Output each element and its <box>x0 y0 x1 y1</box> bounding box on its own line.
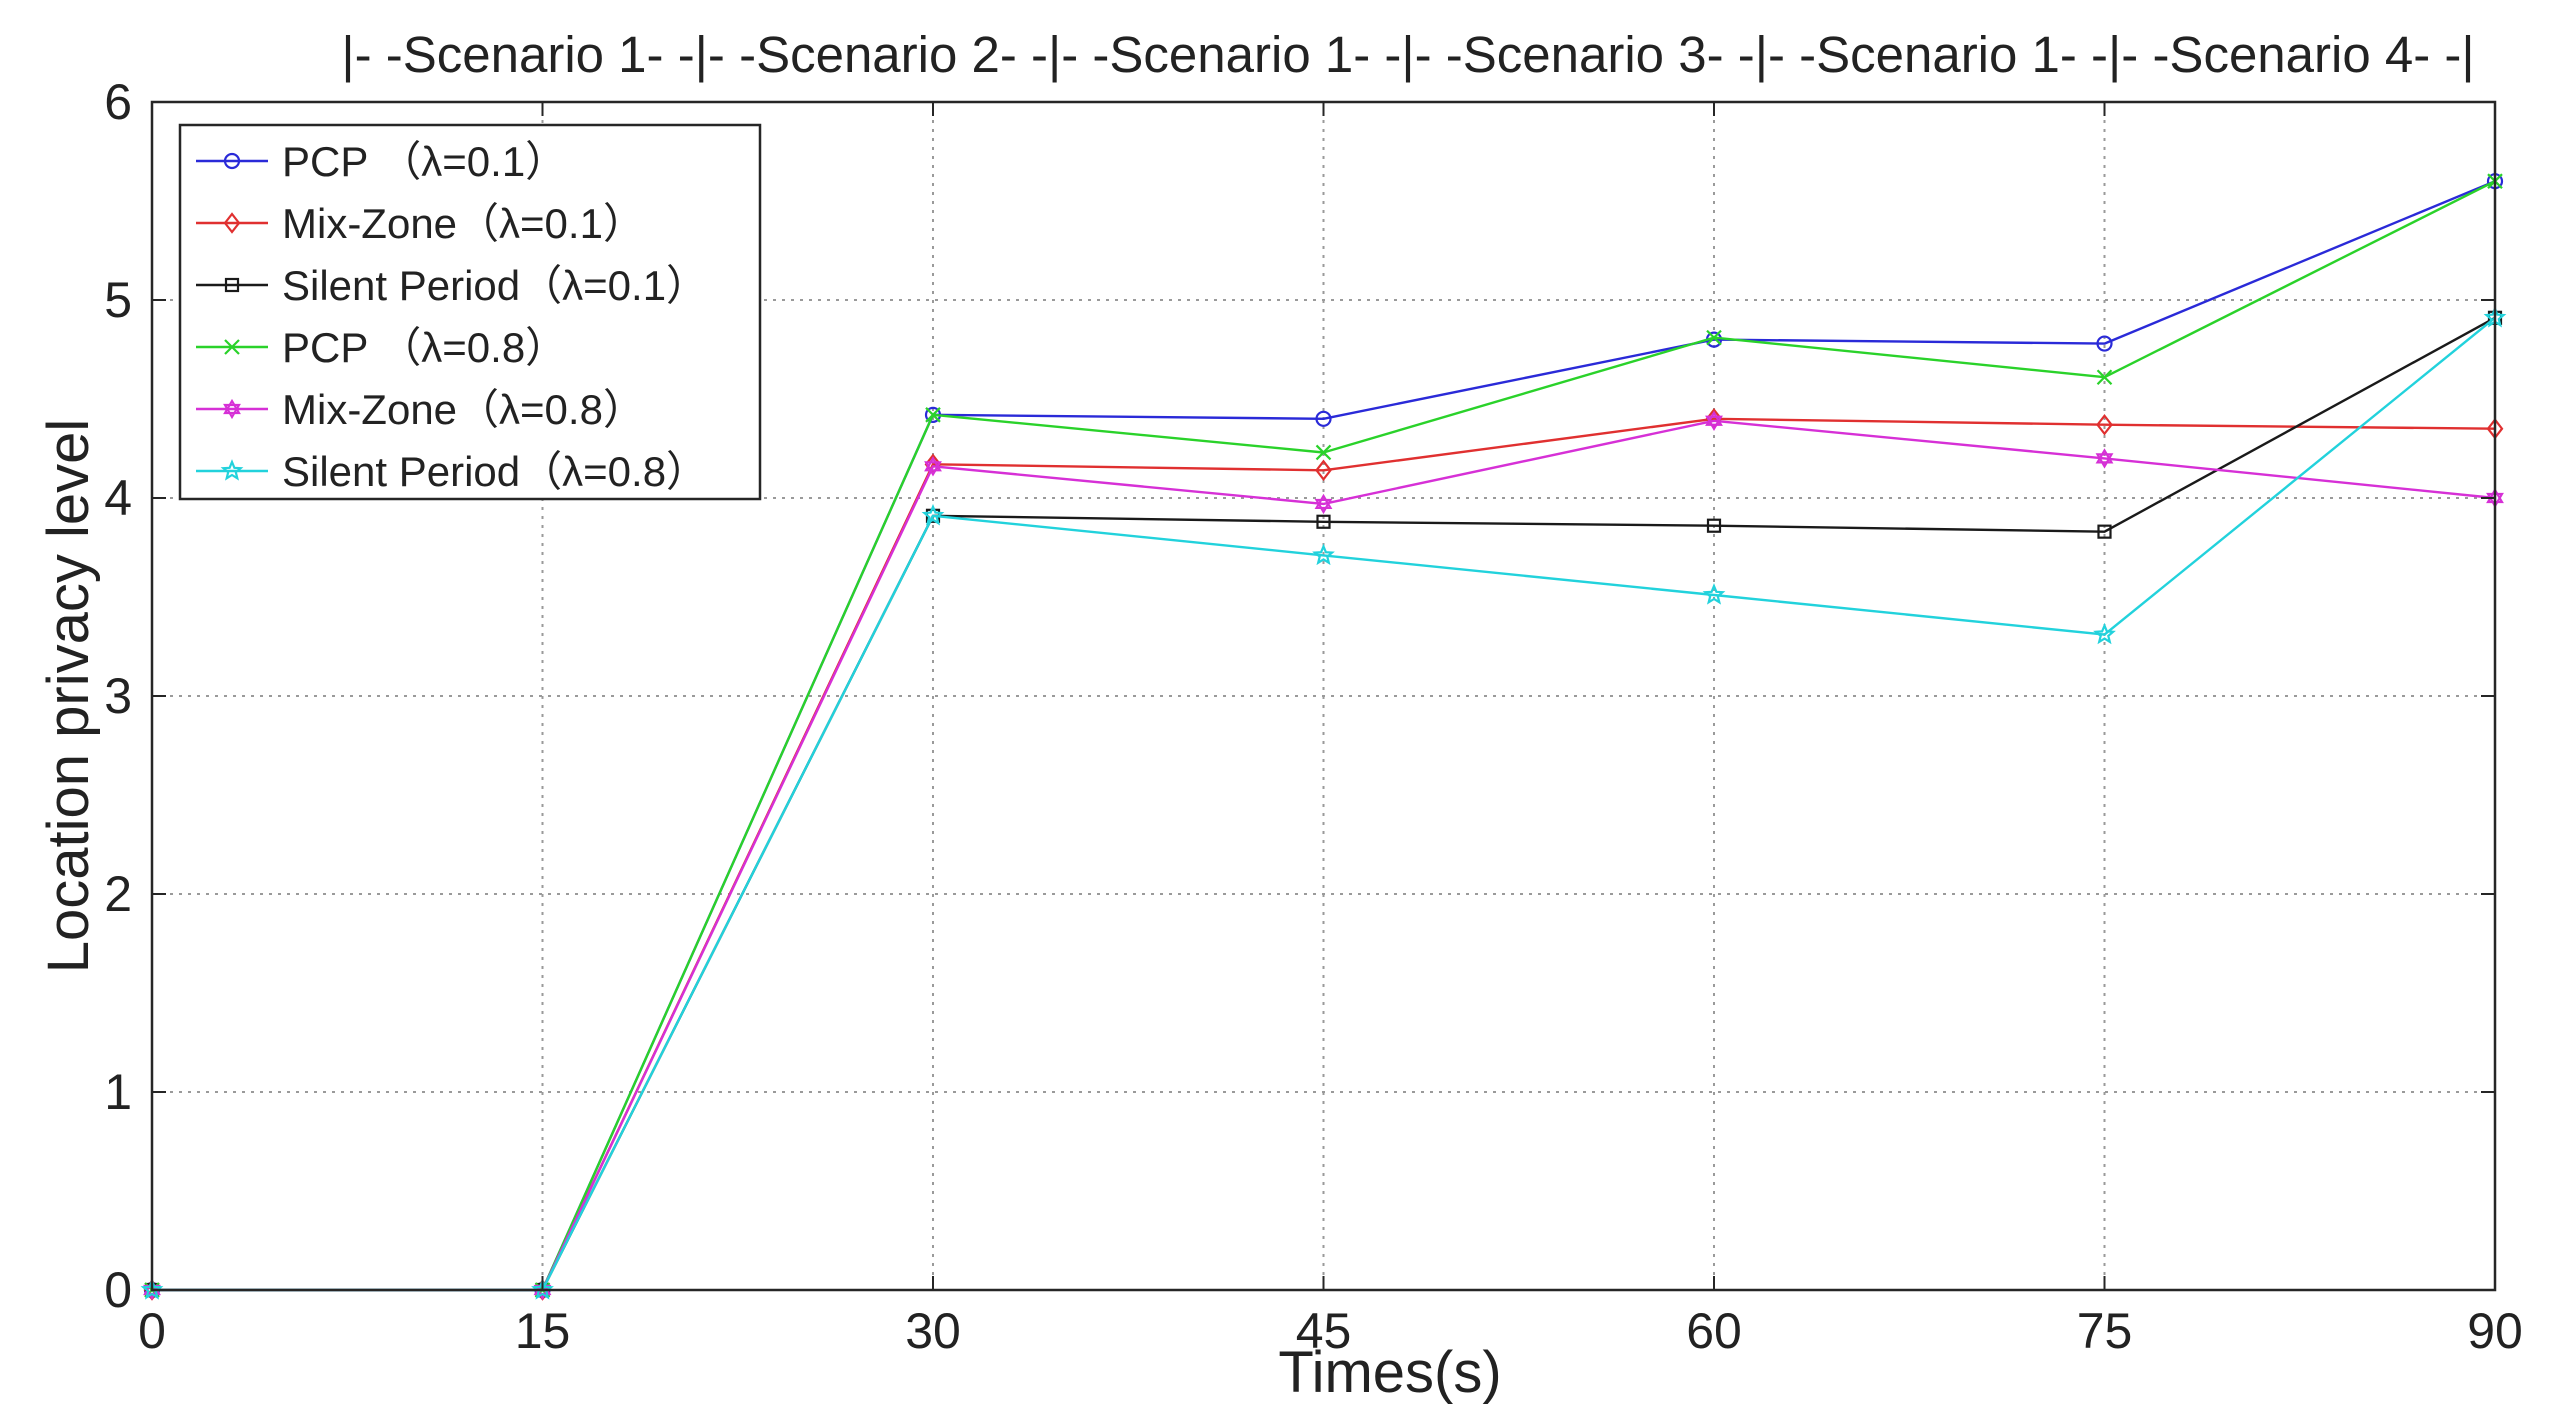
data-point <box>1315 444 1332 461</box>
legend-entry: Silent Period（λ=0.8） <box>196 448 708 495</box>
legend-marker <box>223 152 241 170</box>
data-point <box>1316 514 1331 529</box>
legend-marker <box>224 277 240 293</box>
x-tick-label: 90 <box>2467 1303 2523 1359</box>
legend-label: Mix-Zone（λ=0.8） <box>282 386 645 433</box>
data-point <box>1312 543 1335 566</box>
data-point <box>2095 448 2114 464</box>
y-axis-label: Location privacy level <box>36 419 101 974</box>
legend-label: Silent Period（λ=0.1） <box>282 262 708 309</box>
y-tick-label: 1 <box>104 1064 132 1120</box>
data-point <box>1314 493 1333 510</box>
legend-marker <box>223 212 241 234</box>
x-tick-label: 60 <box>1686 1303 1742 1359</box>
y-tick-label: 4 <box>104 470 132 526</box>
x-axis-ticks: 0 15 30 45 60 75 90 <box>138 102 2523 1359</box>
y-tick-label: 2 <box>104 866 132 922</box>
data-point <box>1706 518 1722 533</box>
legend-entry: Silent Period（λ=0.1） <box>196 262 708 309</box>
legend-marker <box>224 339 240 355</box>
x-axis-label: Times(s) <box>1278 1340 1501 1405</box>
data-point <box>531 1278 554 1300</box>
legend-box <box>178 123 762 501</box>
data-point <box>2096 413 2113 436</box>
legend-entries: PCP （λ=0.1） Mix-Zone（λ=0.1） Silent Period（… <box>196 138 708 495</box>
legend-label: Mix-Zone（λ=0.1） <box>282 200 645 247</box>
data-point <box>1315 410 1332 427</box>
legend-marker <box>223 398 241 415</box>
data-point <box>2096 369 2113 385</box>
x-tick-label: 0 <box>138 1303 166 1359</box>
chart-title: |- -Scenario 1- -|- -Scenario 2- -|- -Sc… <box>341 26 2474 83</box>
data-point <box>2096 335 2113 352</box>
legend-marker <box>223 403 241 420</box>
legend-entry: Mix-Zone（λ=0.1） <box>196 200 645 247</box>
data-point <box>925 407 941 423</box>
legend-marker <box>220 459 244 481</box>
y-tick-label: 6 <box>104 74 132 130</box>
data-point <box>1706 329 1722 346</box>
data-point <box>1314 498 1333 515</box>
y-tick-label: 5 <box>104 272 132 328</box>
data-point <box>140 1278 164 1300</box>
legend-entry: Mix-Zone（λ=0.8） <box>196 386 645 433</box>
y-axis-ticks: 0 1 2 3 4 5 6 <box>104 74 2495 1318</box>
legend-label: PCP （λ=0.1） <box>282 138 567 185</box>
data-point <box>924 456 942 472</box>
data-point <box>924 461 942 477</box>
data-point <box>2097 524 2112 539</box>
data-point <box>921 503 945 526</box>
x-tick-label: 30 <box>905 1303 961 1359</box>
legend: PCP （λ=0.1） Mix-Zone（λ=0.1） Silent Period（… <box>178 123 762 501</box>
data-point <box>1315 459 1332 482</box>
y-tick-label: 0 <box>104 1262 132 1318</box>
legend-entry: PCP （λ=0.1） <box>196 138 567 185</box>
data-point <box>1705 410 1723 426</box>
x-tick-label: 75 <box>2077 1303 2133 1359</box>
y-tick-label: 3 <box>104 668 132 724</box>
x-tick-label: 45 <box>1296 1303 1352 1359</box>
legend-entry: PCP （λ=0.8） <box>196 324 567 371</box>
legend-label: PCP （λ=0.8） <box>282 324 567 371</box>
x-tick-label: 15 <box>515 1303 571 1359</box>
data-point <box>2093 622 2116 645</box>
data-point <box>2095 453 2114 469</box>
data-point <box>1705 415 1723 431</box>
legend-label: Silent Period（λ=0.8） <box>282 448 708 495</box>
data-point <box>1702 583 1726 605</box>
